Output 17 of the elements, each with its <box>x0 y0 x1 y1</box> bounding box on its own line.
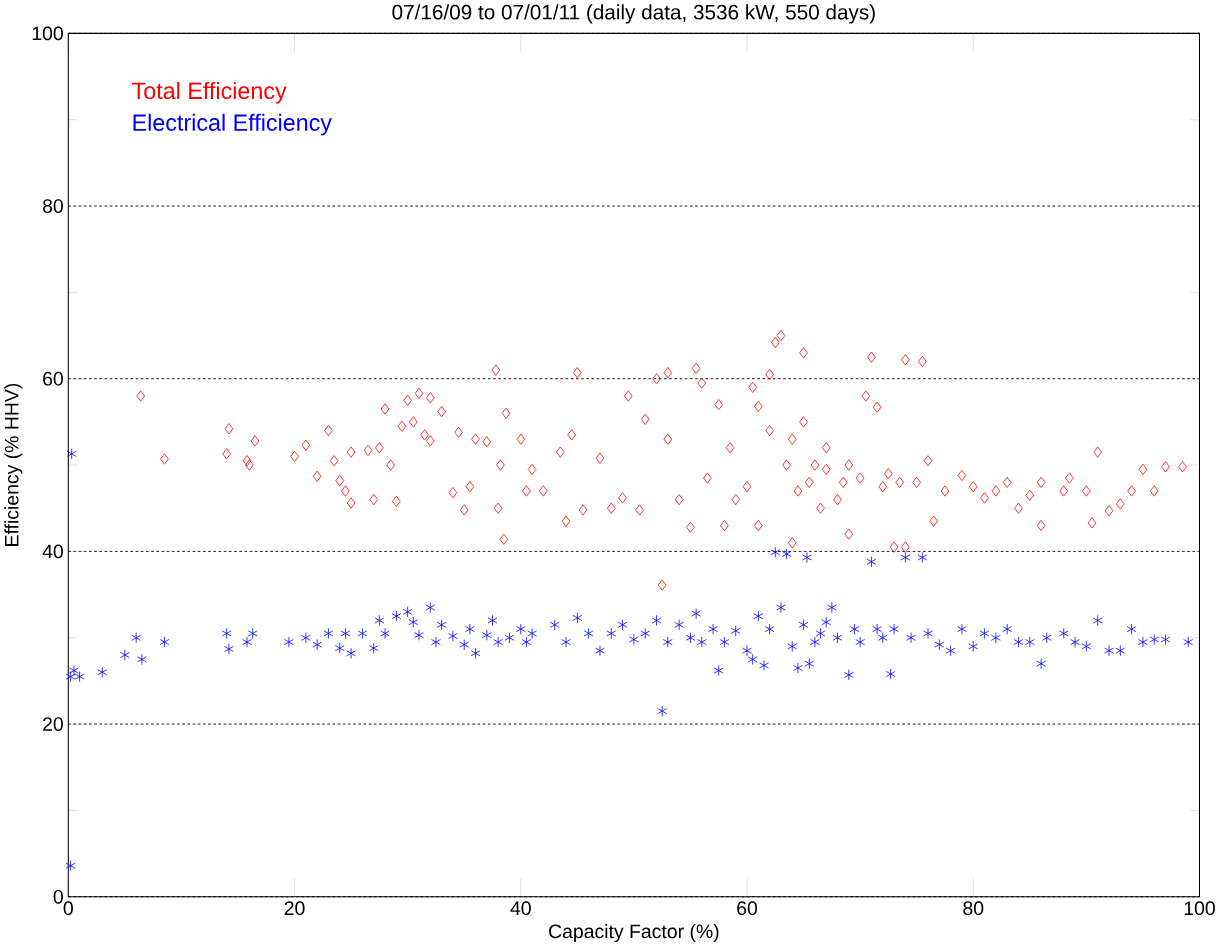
y-tick-label: 0 <box>53 889 63 904</box>
chart-title: 07/16/09 to 07/01/11 (daily data, 3536 kW, 550 days) <box>392 4 875 24</box>
y-tick-label: 20 <box>43 717 63 731</box>
y-tick-label: 100 <box>32 26 63 41</box>
y-axis-title: Efficiency (% HHV) <box>4 383 23 546</box>
x-tick-label: 100 <box>1184 901 1215 915</box>
y-tick-label: 40 <box>42 544 63 559</box>
x-axis-title: Capacity Factor (%) <box>549 923 719 942</box>
x-tick-label: 0 <box>63 901 73 915</box>
x-tick-label: 40 <box>510 901 531 915</box>
x-tick-label: 60 <box>737 901 758 915</box>
text: Total Efficiency <box>132 81 287 104</box>
y-tick-label: 60 <box>43 371 63 386</box>
text: Electrical Efficiency <box>133 113 332 136</box>
x-tick-label: 80 <box>963 901 984 915</box>
x-tick-label: 20 <box>284 901 305 915</box>
y-tick-label: 80 <box>42 198 63 213</box>
